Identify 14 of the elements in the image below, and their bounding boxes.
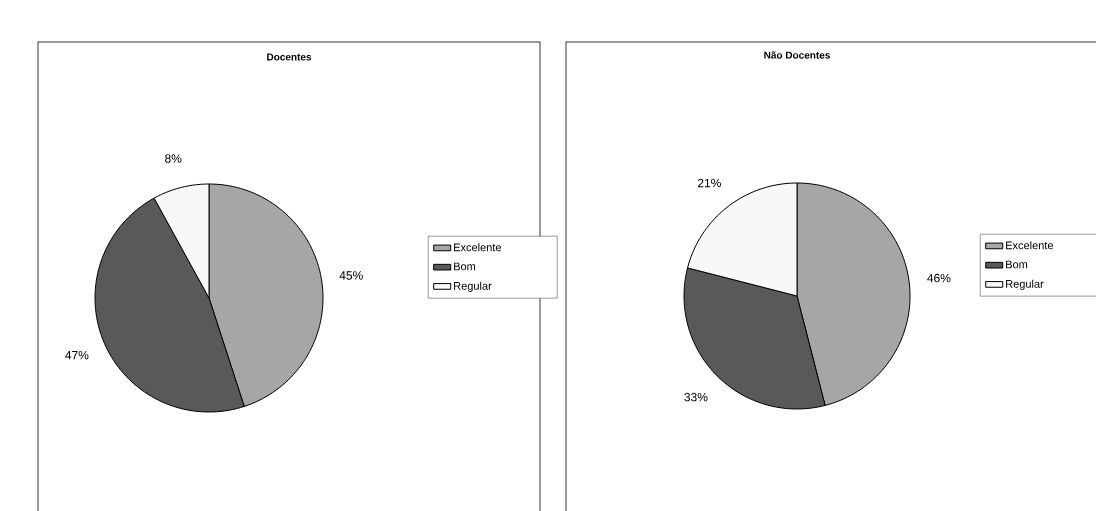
- legend-label: Bom: [454, 262, 476, 271]
- data-label: 8%: [165, 154, 182, 163]
- chart-title: Docentes: [267, 53, 312, 61]
- legend-label: Bom: [1006, 260, 1028, 269]
- legend-label: Excelente: [454, 243, 502, 252]
- chart-title: Não Docentes: [764, 51, 830, 59]
- data-label: 47%: [65, 350, 89, 360]
- data-label: 46%: [927, 273, 951, 283]
- data-label: 21%: [697, 178, 721, 188]
- legend-label: Regular: [454, 281, 492, 292]
- legend-label: Excelente: [1006, 241, 1054, 250]
- data-label: 33%: [684, 392, 708, 402]
- legend-label: Regular: [1006, 279, 1044, 290]
- data-label: 45%: [339, 271, 363, 280]
